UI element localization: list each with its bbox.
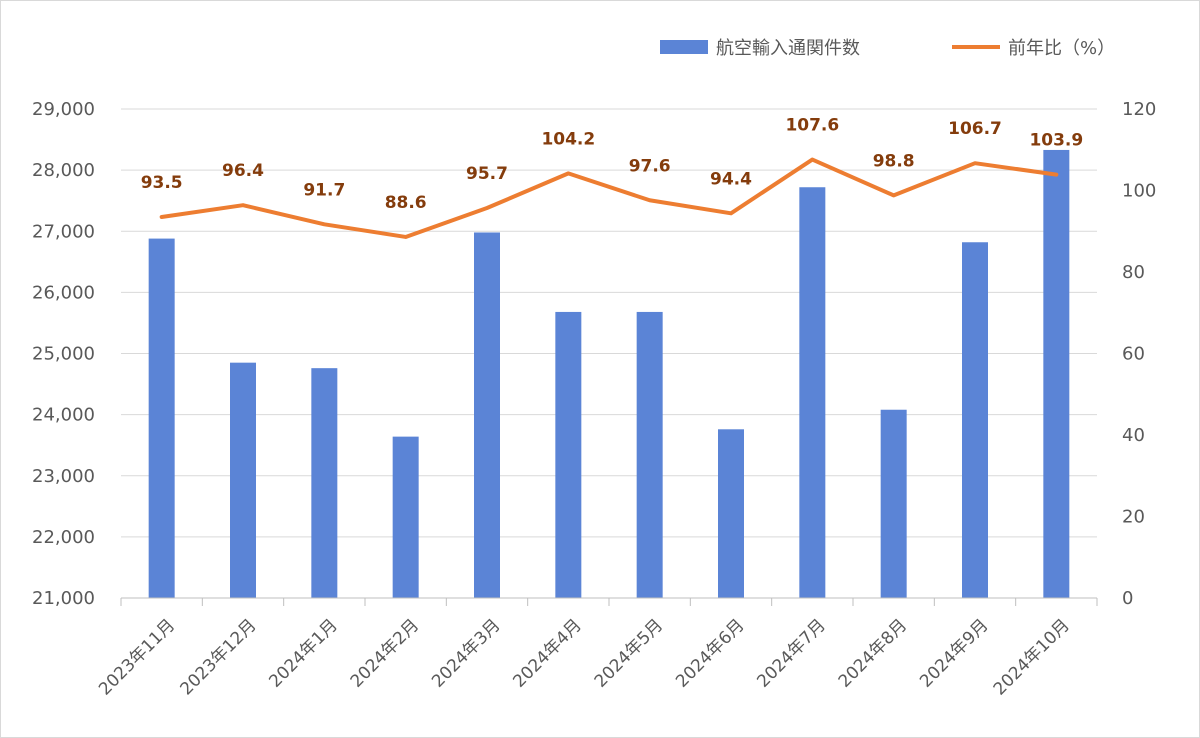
y-left-tick-label: 28,000 xyxy=(32,160,95,181)
legend: 航空輸入通関件数 前年比（%） xyxy=(660,38,1115,59)
x-tick-label: 2023年11月 xyxy=(95,615,179,699)
y-right-tick-label: 40 xyxy=(1122,425,1145,446)
line-series xyxy=(159,157,1059,239)
data-label: 103.9 xyxy=(1029,131,1083,151)
y-right-tick-label: 0 xyxy=(1122,588,1133,609)
y-left-tick-label: 27,000 xyxy=(32,221,95,242)
x-tick-label: 2024年4月 xyxy=(509,615,585,691)
data-label: 98.8 xyxy=(873,151,915,171)
y-left-tick-label: 23,000 xyxy=(32,466,95,487)
bar xyxy=(311,368,338,598)
x-tick-label: 2023年12月 xyxy=(176,615,260,699)
y-right-tick-label: 60 xyxy=(1122,344,1145,365)
x-tick-label: 2024年2月 xyxy=(347,615,423,691)
x-tick-label: 2024年3月 xyxy=(428,615,504,691)
bar xyxy=(962,242,988,598)
gridlines xyxy=(121,108,1097,599)
y-left-tick-label: 26,000 xyxy=(32,282,95,303)
x-tick-label: 2024年10月 xyxy=(990,615,1074,699)
y-left-tick-label: 22,000 xyxy=(32,527,95,548)
y-axis-left: 21,000 22,000 23,000 24,000 25,000 26,000 27,0… xyxy=(32,99,95,609)
data-label: 106.7 xyxy=(948,119,1002,139)
data-label: 88.6 xyxy=(385,193,427,213)
legend-bar-swatch xyxy=(660,40,708,54)
data-label: 96.4 xyxy=(222,161,264,181)
y-right-tick-label: 80 xyxy=(1122,262,1145,283)
x-tick-label: 2024年1月 xyxy=(265,615,341,691)
bar xyxy=(148,238,175,598)
data-label: 94.4 xyxy=(710,169,752,189)
x-tick-label: 2024年7月 xyxy=(753,615,829,691)
y-left-tick-label: 21,000 xyxy=(32,588,95,609)
data-label: 97.6 xyxy=(629,156,671,176)
series-line xyxy=(159,157,1059,239)
y-right-tick-label: 20 xyxy=(1122,507,1145,528)
bar xyxy=(474,232,500,598)
x-tick-label: 2024年9月 xyxy=(916,615,992,691)
bar xyxy=(718,429,744,598)
legend-line-label: 前年比（%） xyxy=(1008,38,1115,59)
data-label: 104.2 xyxy=(541,129,595,149)
data-label: 95.7 xyxy=(466,164,508,184)
y-left-tick-label: 29,000 xyxy=(32,99,95,120)
y-left-tick-label: 25,000 xyxy=(32,344,95,365)
y-axis-right: 0 20 40 60 80 100 120 xyxy=(1122,99,1156,609)
data-label: 93.5 xyxy=(141,173,183,193)
bar xyxy=(230,362,256,598)
data-label: 107.6 xyxy=(785,116,839,136)
bar-series xyxy=(148,149,1070,599)
y-left-tick-label: 24,000 xyxy=(32,405,95,426)
bar xyxy=(799,187,826,599)
bar xyxy=(555,311,582,598)
data-labels: 93.5 96.4 91.7 88.6 95.7 104.2 97.6 94.4 107.6 98… xyxy=(141,116,1084,213)
legend-bar-label: 航空輸入通関件数 xyxy=(716,38,860,59)
data-label: 91.7 xyxy=(303,180,345,200)
bar xyxy=(1043,149,1070,599)
bar xyxy=(636,311,663,598)
x-tick-label: 2024年5月 xyxy=(591,615,667,691)
bar xyxy=(392,436,419,598)
y-right-tick-label: 120 xyxy=(1122,99,1156,120)
y-right-tick-label: 100 xyxy=(1122,181,1156,202)
x-tick-label: 2024年8月 xyxy=(835,615,911,691)
bar xyxy=(880,409,907,598)
x-tick-label: 2024年6月 xyxy=(672,615,748,691)
